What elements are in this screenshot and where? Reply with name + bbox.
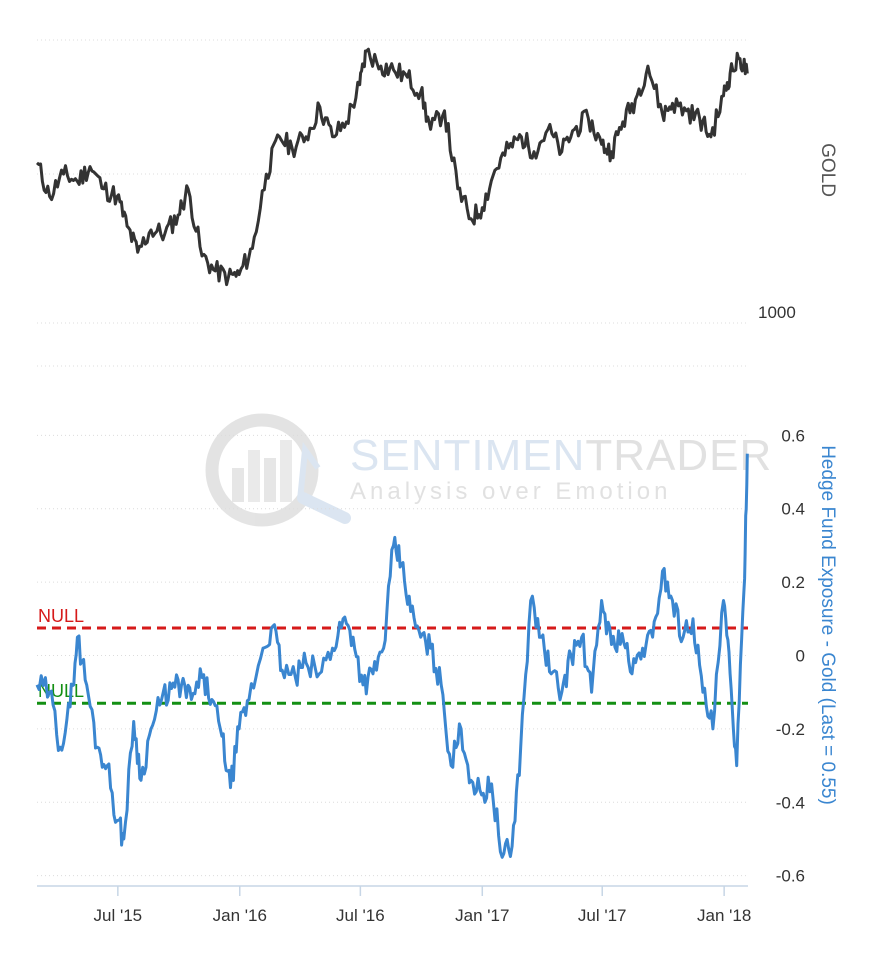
hedge-y-tick-label: -0.6 (776, 867, 805, 886)
hedge-series-line (35, 453, 749, 859)
hedge-y-tick-label: -0.2 (776, 720, 805, 739)
reference-line-label: NULL (38, 606, 84, 626)
gold-series-group (36, 47, 749, 287)
watermark-subtitle: Analysis over Emotion (350, 478, 671, 505)
hedge-y-tick-label: 0.4 (781, 500, 805, 519)
hedge-y-tick-label: 0.2 (781, 573, 805, 592)
hedge-axis-title: Hedge Fund Exposure - Gold (Last = 0.55) (817, 445, 838, 805)
x-tick-label: Jan '18 (697, 906, 751, 925)
x-tick-label: Jan '17 (455, 906, 509, 925)
hedge-y-tick-label: -0.4 (776, 793, 805, 812)
gold-axis-title: GOLD (817, 143, 838, 197)
watermark-logo-icon (205, 413, 351, 527)
gold-series-line (36, 47, 749, 287)
x-tick-label: Jul '17 (578, 906, 627, 925)
gold-y-tick-label: 1000 (758, 303, 796, 322)
x-axis-ticks: Jul '15 Jan '16 Jul '16 Jan '17 Jul '17 Jan '… (94, 886, 751, 925)
hedge-y-tick-label: 0 (796, 647, 805, 666)
watermark: SENTIMENTRADER Analysis over Emotion (205, 413, 772, 527)
x-tick-label: Jan '16 (213, 906, 267, 925)
x-tick-label: Jul '16 (336, 906, 385, 925)
x-tick-label: Jul '15 (94, 906, 143, 925)
hedge-y-tick-label: 0.6 (781, 426, 805, 445)
watermark-title-sentimen: SENTIMEN (350, 431, 585, 480)
gold-y-ticks: 1000 (758, 303, 796, 322)
svg-text:SENTIMENTRADER: SENTIMENTRADER (350, 431, 772, 480)
watermark-title-trader: TRADER (585, 431, 772, 480)
hedge-y-ticks: -0.6 -0.4 -0.2 0 0.2 0.4 0.6 (776, 426, 805, 885)
gold-gridlines (37, 39, 748, 324)
hedge-series-group (35, 453, 749, 859)
